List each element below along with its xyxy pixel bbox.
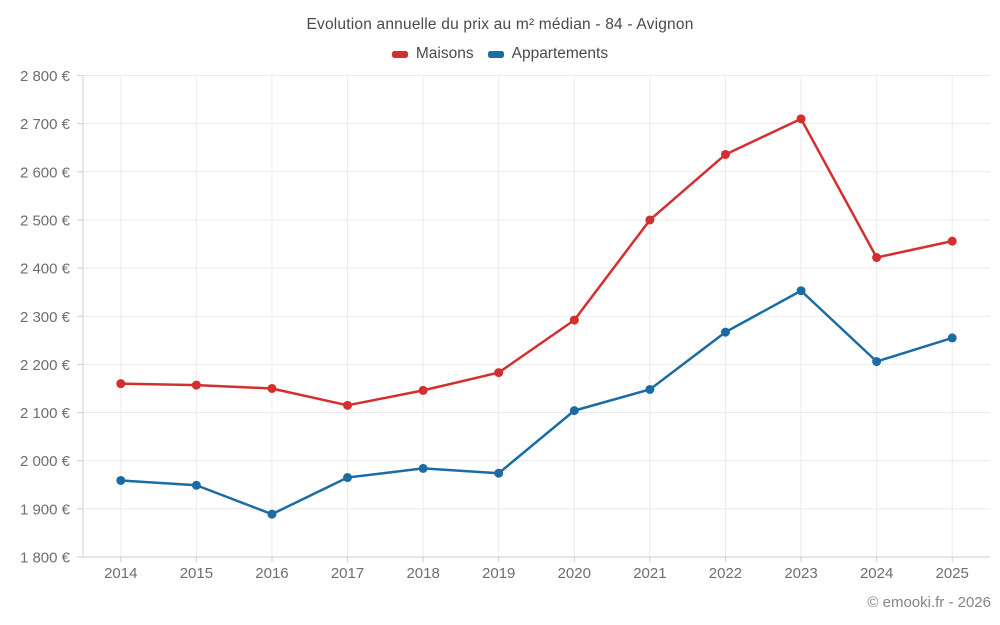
appartements-data-point[interactable] bbox=[191, 480, 201, 490]
y-tick-label: 2 700 € bbox=[20, 116, 71, 133]
appartements-data-point[interactable] bbox=[645, 384, 655, 394]
legend: Maisons Appartements bbox=[0, 45, 1000, 63]
appartements-series-swatch-icon bbox=[487, 50, 504, 58]
maisons-data-point[interactable] bbox=[494, 368, 504, 378]
y-tick-label: 2 000 € bbox=[20, 453, 71, 470]
x-tick-label: 2025 bbox=[936, 565, 969, 582]
x-tick-label: 2020 bbox=[558, 565, 591, 582]
appartements-data-point[interactable] bbox=[267, 509, 277, 519]
maisons-data-point[interactable] bbox=[267, 383, 277, 393]
x-tick-label: 2014 bbox=[104, 565, 137, 582]
copyright-watermark: © emooki.fr - 2026 bbox=[867, 594, 991, 611]
appartements-data-point[interactable] bbox=[418, 463, 428, 473]
maisons-series-swatch-icon bbox=[391, 50, 408, 58]
y-tick-label: 1 900 € bbox=[20, 501, 71, 518]
maisons-series-line bbox=[119, 117, 954, 407]
y-tick-label: 2 200 € bbox=[20, 357, 71, 374]
y-tick-label: 1 800 € bbox=[20, 550, 71, 567]
y-tick-label: 2 500 € bbox=[20, 212, 71, 229]
chart-title: Evolution annuelle du prix au m² médian … bbox=[306, 16, 694, 33]
appartements-data-point[interactable] bbox=[494, 468, 504, 478]
maisons-data-point[interactable] bbox=[947, 236, 957, 246]
appartements-data-point[interactable] bbox=[720, 327, 730, 337]
y-tick-label: 2 600 € bbox=[20, 164, 71, 181]
y-tick-label: 2 400 € bbox=[20, 261, 71, 278]
y-tick-label: 2 100 € bbox=[20, 405, 71, 422]
appartements-data-point[interactable] bbox=[569, 406, 579, 416]
maisons-data-point[interactable] bbox=[418, 385, 428, 395]
y-tick-label: 2 300 € bbox=[20, 309, 71, 326]
legend-label-appartements: Appartements bbox=[511, 45, 609, 62]
appartements-data-point[interactable] bbox=[947, 333, 957, 343]
maisons-data-point[interactable] bbox=[645, 215, 655, 225]
x-tick-label: 2017 bbox=[331, 565, 364, 582]
maisons-data-point[interactable] bbox=[191, 380, 201, 390]
maisons-data-point[interactable] bbox=[116, 379, 126, 389]
x-tick-label: 2024 bbox=[860, 565, 893, 582]
maisons-data-point[interactable] bbox=[343, 400, 353, 410]
x-tick-label: 2023 bbox=[784, 565, 817, 582]
maisons-data-point[interactable] bbox=[796, 114, 806, 124]
appartements-data-point[interactable] bbox=[116, 475, 126, 485]
appartements-series-line bbox=[119, 289, 954, 516]
x-tick-label: 2015 bbox=[180, 565, 213, 582]
maisons-data-point[interactable] bbox=[720, 149, 730, 159]
appartements-data-point[interactable] bbox=[796, 286, 806, 296]
y-tick-label: 2 800 € bbox=[20, 68, 71, 85]
appartements-data-point[interactable] bbox=[872, 357, 882, 367]
x-tick-label: 2016 bbox=[255, 565, 288, 582]
x-tick-label: 2018 bbox=[406, 565, 439, 582]
legend-item-maisons[interactable]: Maisons bbox=[391, 45, 474, 63]
x-tick-label: 2019 bbox=[482, 565, 515, 582]
x-tick-label: 2021 bbox=[633, 565, 666, 582]
maisons-data-point[interactable] bbox=[872, 253, 882, 263]
x-tick-label: 2022 bbox=[709, 565, 742, 582]
legend-item-appartements[interactable]: Appartements bbox=[487, 45, 609, 63]
legend-label-maisons: Maisons bbox=[415, 45, 474, 62]
maisons-data-point[interactable] bbox=[569, 315, 579, 325]
appartements-data-point[interactable] bbox=[343, 473, 353, 483]
